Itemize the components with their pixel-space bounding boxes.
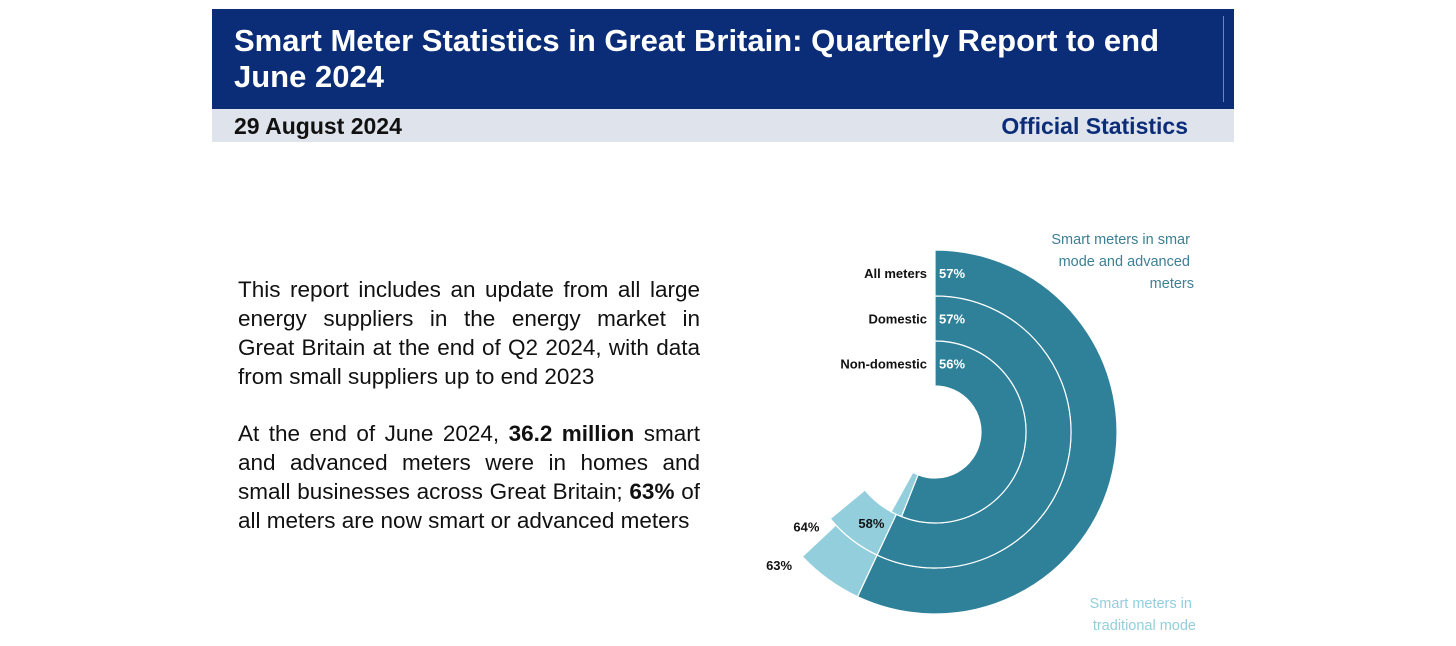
- chart-bars: [801, 249, 1118, 615]
- chart-labels: All meters 57% 63% Domestic 57% 64% Non-domest…: [766, 266, 965, 573]
- series-label-non-domestic: Non-domestic: [840, 357, 927, 372]
- header-divider: [1223, 16, 1224, 102]
- total-value-domestic: 64%: [793, 520, 819, 535]
- total-value-all-meters: 63%: [766, 558, 792, 573]
- total-value-non-domestic: 58%: [858, 516, 884, 531]
- summary-paragraph-1: This report includes an update from all …: [238, 277, 700, 389]
- bar-smart-mode-non-domestic: [900, 340, 1027, 524]
- smart-mode-value-all-meters: 57%: [939, 266, 965, 281]
- legend-smart-mode: Smart meters in smar mode and advanced m…: [1051, 232, 1194, 292]
- report-type: Official Statistics: [1001, 113, 1188, 139]
- report-summary: This report includes an update from all …: [238, 275, 700, 563]
- para2-mid: smart and advanced meters were in homes …: [238, 421, 700, 504]
- summary-paragraph-2: At the end of June 2024, 36.2 million sm…: [238, 419, 700, 535]
- para2-post: of all meters are now smart or advanced …: [238, 479, 700, 533]
- report-date: 29 August 2024: [234, 113, 402, 139]
- report-header: Smart Meter Statistics in Great Britain:…: [212, 9, 1234, 109]
- bar-traditional-mode-non-domestic: [890, 471, 919, 518]
- smart-mode-value-domestic: 57%: [939, 312, 965, 327]
- smart-mode-value-non-domestic: 56%: [939, 357, 965, 372]
- series-label-all-meters: All meters: [864, 266, 927, 281]
- report-title: Smart Meter Statistics in Great Britain:…: [234, 23, 1160, 94]
- radial-bar-chart: All meters 57% 63% Domestic 57% 64% Non-domest…: [766, 232, 1196, 634]
- para2-pre: At the end of June 2024,: [238, 421, 509, 446]
- meter-count: 36.2 million: [508, 421, 635, 446]
- report-subheader: 29 August 2024 Official Statistics: [212, 109, 1234, 142]
- bar-traditional-mode-domestic: [829, 489, 898, 556]
- legend-traditional-mode: Smart meters in traditional mode: [1090, 596, 1196, 634]
- series-label-domestic: Domestic: [868, 312, 927, 327]
- smart-share: 63%: [629, 479, 675, 504]
